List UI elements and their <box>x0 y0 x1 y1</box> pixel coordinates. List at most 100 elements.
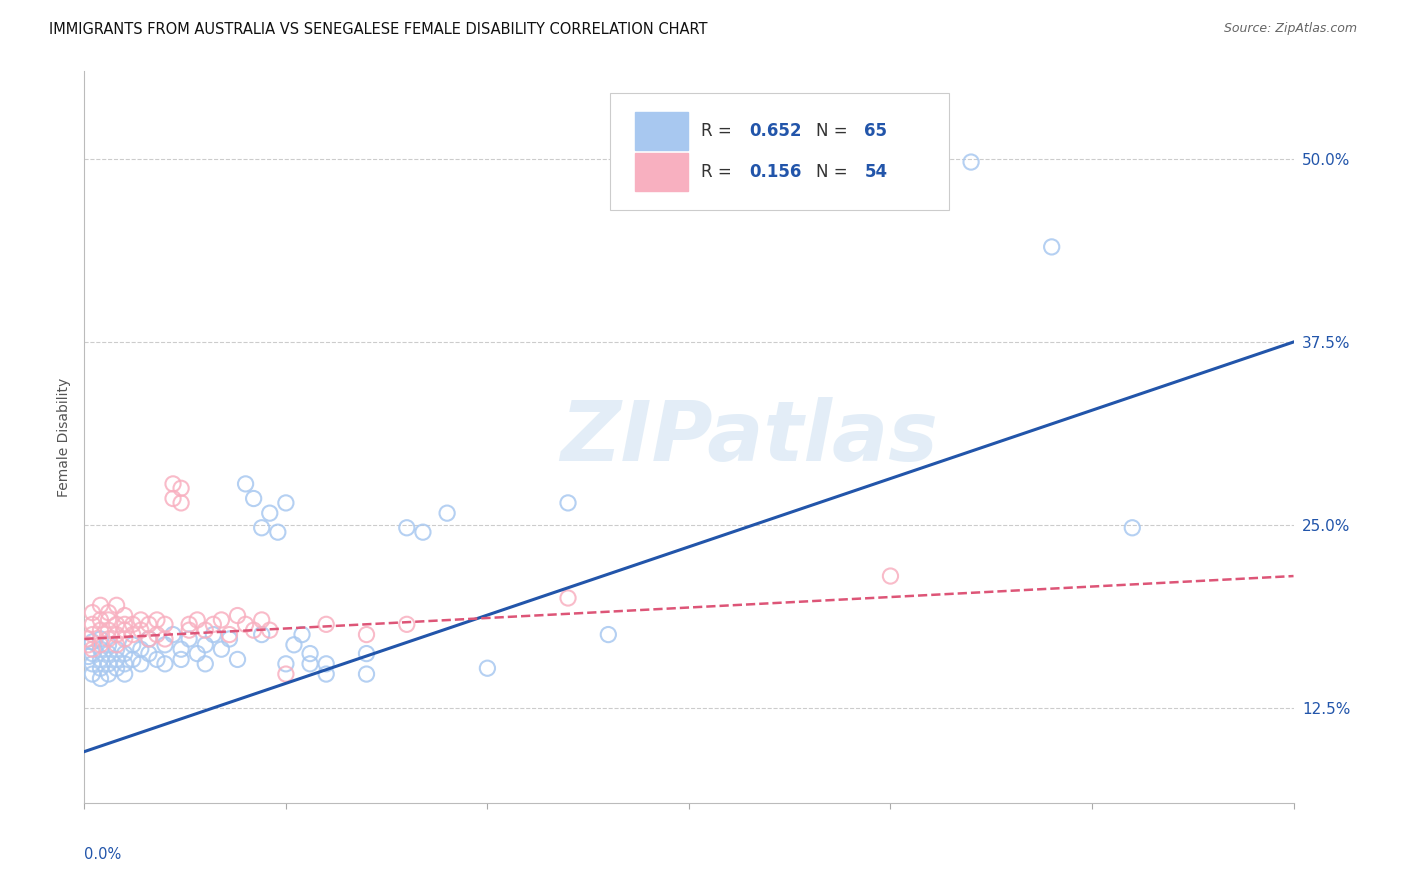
Point <box>77 649 100 664</box>
Point <box>162 476 184 491</box>
Text: ZIPatlas: ZIPatlas <box>561 397 938 477</box>
Point <box>97 638 120 652</box>
Point <box>274 496 297 510</box>
Point <box>146 652 169 666</box>
Point <box>557 591 579 605</box>
Point <box>89 642 111 657</box>
Point <box>209 642 232 657</box>
FancyBboxPatch shape <box>610 94 949 211</box>
Point <box>283 638 305 652</box>
Point <box>97 623 120 637</box>
Point <box>1040 240 1063 254</box>
Text: 0.156: 0.156 <box>749 163 801 181</box>
Point <box>121 652 143 666</box>
Point <box>89 672 111 686</box>
Point <box>89 652 111 666</box>
Point <box>138 632 160 646</box>
Point <box>153 617 176 632</box>
Point <box>76 632 98 646</box>
Point <box>114 632 136 646</box>
Point <box>356 627 378 641</box>
Point <box>356 667 378 681</box>
Point <box>879 569 901 583</box>
Text: 0.0%: 0.0% <box>84 847 121 862</box>
Point <box>218 632 240 646</box>
Point <box>121 638 143 652</box>
Point <box>82 606 104 620</box>
Point <box>162 627 184 641</box>
Point <box>138 632 160 646</box>
Point <box>82 647 104 661</box>
Point <box>291 627 314 641</box>
Point <box>477 661 499 675</box>
Point <box>250 627 273 641</box>
Point <box>259 623 281 637</box>
Point <box>121 627 143 641</box>
Point <box>315 667 337 681</box>
Point <box>97 632 120 646</box>
Point <box>146 627 169 641</box>
Point <box>218 627 240 641</box>
Point <box>82 627 104 641</box>
Point <box>242 623 264 637</box>
Point <box>97 606 120 620</box>
Point <box>315 617 337 632</box>
Point <box>129 657 152 671</box>
Point <box>170 481 193 495</box>
Point <box>315 657 337 671</box>
Point <box>194 623 217 637</box>
Text: R =: R = <box>702 163 737 181</box>
Point <box>82 617 104 632</box>
Point <box>97 613 120 627</box>
Point <box>194 657 217 671</box>
Point <box>274 657 297 671</box>
Point <box>89 632 111 646</box>
Point <box>226 608 249 623</box>
Point <box>299 647 322 661</box>
Point <box>114 623 136 637</box>
Point <box>121 617 143 632</box>
Point <box>557 496 579 510</box>
Point <box>186 647 208 661</box>
Point <box>105 617 128 632</box>
Point <box>412 525 434 540</box>
Point <box>105 599 128 613</box>
Point <box>356 647 378 661</box>
Point <box>82 657 104 671</box>
Point <box>114 647 136 661</box>
Text: N =: N = <box>815 163 853 181</box>
Point <box>105 661 128 675</box>
FancyBboxPatch shape <box>634 153 688 191</box>
Text: IMMIGRANTS FROM AUSTRALIA VS SENEGALESE FEMALE DISABILITY CORRELATION CHART: IMMIGRANTS FROM AUSTRALIA VS SENEGALESE … <box>49 22 707 37</box>
Point <box>82 642 104 657</box>
Text: N =: N = <box>815 121 853 140</box>
Point <box>267 525 290 540</box>
Point <box>146 613 169 627</box>
Point <box>250 613 273 627</box>
Point <box>114 667 136 681</box>
Point <box>274 667 297 681</box>
Point <box>89 623 111 637</box>
Point <box>194 638 217 652</box>
Point <box>436 506 458 520</box>
Point <box>153 632 176 646</box>
Point <box>153 638 176 652</box>
Point <box>89 599 111 613</box>
Point <box>77 638 100 652</box>
Point <box>598 627 620 641</box>
Point <box>259 506 281 520</box>
Point <box>162 491 184 506</box>
Point <box>82 635 104 649</box>
Point <box>138 617 160 632</box>
Point <box>153 657 176 671</box>
Point <box>179 623 201 637</box>
Text: Source: ZipAtlas.com: Source: ZipAtlas.com <box>1223 22 1357 36</box>
Point <box>179 617 201 632</box>
Point <box>299 657 322 671</box>
Point <box>138 647 160 661</box>
Point <box>242 491 264 506</box>
Text: 54: 54 <box>865 163 887 181</box>
Point <box>202 627 225 641</box>
Point <box>395 521 418 535</box>
Text: 0.652: 0.652 <box>749 121 801 140</box>
